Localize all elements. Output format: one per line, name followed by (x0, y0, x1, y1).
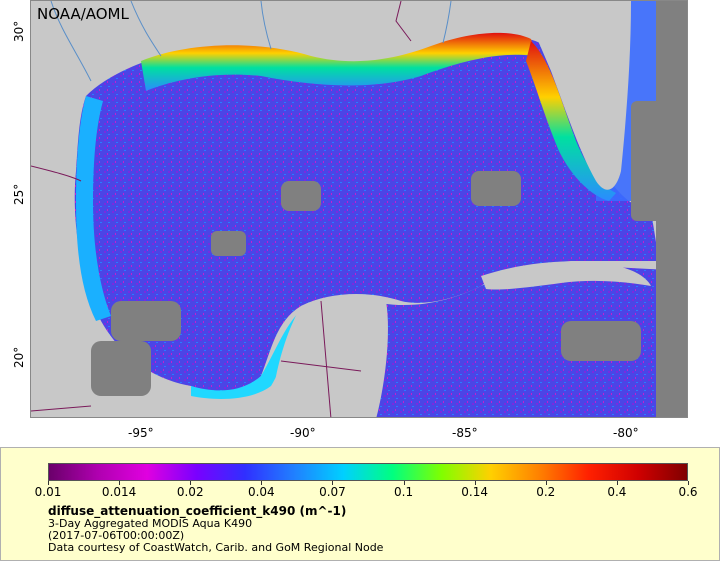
yucatan-land (271, 294, 388, 417)
legend-line-3: Data courtesy of CoastWatch, Carib. and … (48, 541, 384, 554)
colorbar-tick-label: 0.02 (176, 485, 204, 499)
gulf-water (74, 38, 659, 392)
colorbar-tickmark (688, 481, 689, 485)
colorbar-tick-label: 0.2 (536, 485, 556, 499)
colorbar-tick-label: 0.04 (247, 485, 275, 499)
x-tick-90: -90° (290, 426, 316, 440)
colorbar-tick-label: 0.014 (101, 485, 137, 499)
colorbar-tickmark (545, 481, 547, 485)
map-frame[interactable]: NOAA/AOML (30, 0, 688, 418)
colorbar-tickmark (261, 481, 263, 485)
western-coast-band (76, 96, 111, 321)
colorbar-tickmark (48, 481, 49, 485)
colorbar-tick-label: 0.4 (607, 485, 627, 499)
colorbar (48, 463, 688, 481)
colorbar-tickmark (190, 481, 192, 485)
florida-coast-band (526, 41, 616, 201)
y-tick-30: 30° (12, 20, 26, 42)
legend-line-2: (2017-07-06T00:00:00Z) (48, 529, 185, 542)
florida-land (536, 1, 631, 190)
caribbean-water (368, 265, 687, 417)
y-tick-20: 20° (12, 346, 26, 368)
political-borders (31, 1, 412, 417)
colorbar-tick-label: 0.07 (319, 485, 346, 499)
x-tick-85: -85° (452, 426, 478, 440)
cuba-land (481, 261, 651, 290)
colorbar-tick-label: 0.01 (34, 485, 62, 499)
k490-map (31, 1, 687, 417)
colorbar-tickmark (616, 481, 618, 485)
colorbar-tickmark (119, 481, 121, 485)
northern-coast-band (141, 32, 536, 91)
colorbar-tickmark (474, 481, 476, 485)
colorbar-tick-label: 0.1 (394, 485, 414, 499)
colorbar-tickmark (332, 481, 334, 485)
legend-title: diffuse_attenuation_coefficient_k490 (m^… (48, 504, 347, 518)
x-tick-95: -95° (128, 426, 154, 440)
colorbar-tickmark (403, 481, 405, 485)
rivers (50, 1, 452, 82)
colorbar-tick-label: 0.6 (678, 485, 698, 499)
legend-line-1: 3-Day Aggregated MODIS Aqua K490 (48, 517, 253, 530)
x-tick-80: -80° (613, 426, 639, 440)
credit-label: NOAA/AOML (37, 5, 129, 23)
y-tick-25: 25° (12, 183, 26, 205)
colorbar-tick-label: 0.14 (461, 485, 489, 499)
cloud-mask (91, 1, 687, 417)
